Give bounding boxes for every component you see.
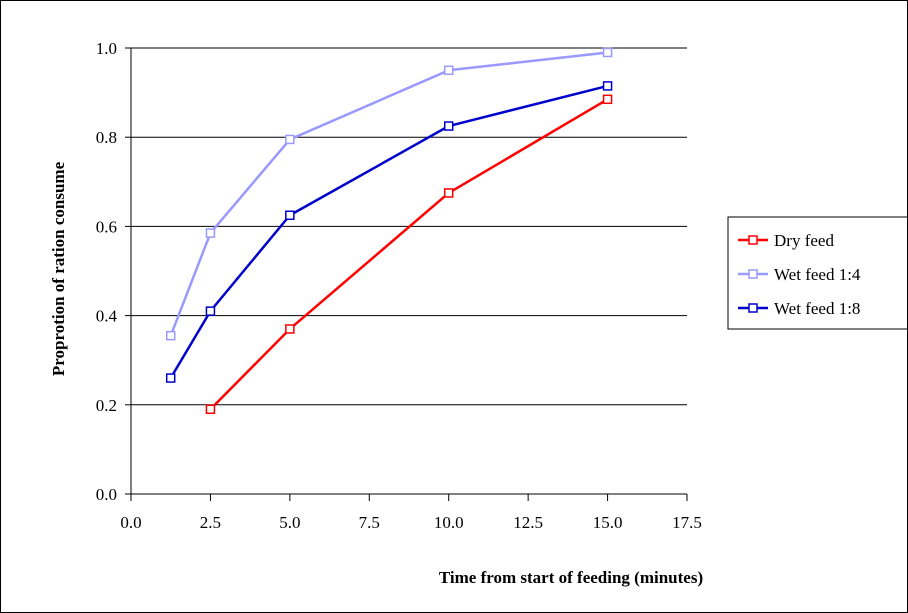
data-point-marker xyxy=(602,81,613,91)
legend-item: Dry feed xyxy=(738,231,834,250)
tick-labels: 0.0 0.2 0.4 0.6 0.8 1.0 0.0 2.5 5.0 7.5 10.0 12.5 15… xyxy=(96,39,702,532)
y-tick-label: 0.0 xyxy=(96,485,117,504)
data-point-marker xyxy=(443,65,454,76)
x-tick-label: 12.5 xyxy=(513,513,543,532)
y-tick-label: 1.0 xyxy=(96,39,117,58)
x-tick-label: 5.0 xyxy=(279,513,300,532)
series-0 xyxy=(205,94,613,415)
series-line xyxy=(169,51,608,337)
data-point-marker xyxy=(165,330,176,341)
data-point-marker xyxy=(285,210,295,220)
series-line xyxy=(209,98,609,411)
data-point-marker xyxy=(205,306,216,316)
x-tick-label: 10.0 xyxy=(434,513,464,532)
y-tick-label: 0.4 xyxy=(96,307,118,326)
legend-marker-swatch xyxy=(748,235,758,245)
legend-marker-swatch xyxy=(748,269,758,279)
data-point-marker xyxy=(205,404,216,415)
data-point-marker xyxy=(285,134,295,145)
data-point-marker xyxy=(205,228,216,238)
series-1 xyxy=(165,47,613,341)
x-axis-title: Time from start of feeding (minutes) xyxy=(439,568,703,587)
legend-label: Wet feed 1:8 xyxy=(774,299,860,318)
series-lines xyxy=(165,47,613,415)
data-point-marker xyxy=(165,373,176,383)
series-2 xyxy=(165,81,613,383)
legend: Dry feed Wet feed 1:4 Wet feed 1:8 xyxy=(727,216,907,330)
legend-label: Dry feed xyxy=(774,231,834,250)
data-point-marker xyxy=(602,47,613,58)
y-tick-label: 0.2 xyxy=(96,396,117,415)
data-point-marker xyxy=(285,324,295,334)
legend-marker-swatch xyxy=(748,303,758,313)
data-point-marker xyxy=(443,188,454,198)
y-tick-label: 0.6 xyxy=(96,217,117,236)
data-point-marker xyxy=(602,94,613,105)
legend-item: Wet feed 1:8 xyxy=(738,299,860,318)
x-tick-label: 17.5 xyxy=(672,513,702,532)
data-point-marker xyxy=(443,121,454,131)
y-axis-title: Proprotion of ration consume xyxy=(49,161,68,376)
x-tick-label: 15.0 xyxy=(593,513,623,532)
series-line xyxy=(169,84,608,379)
y-tick-label: 0.8 xyxy=(96,128,117,147)
x-tick-label: 0.0 xyxy=(120,513,141,532)
legend-label: Wet feed 1:4 xyxy=(774,265,861,284)
x-tick-label: 2.5 xyxy=(200,513,221,532)
legend-item: Wet feed 1:4 xyxy=(738,265,861,284)
axes xyxy=(125,47,688,501)
x-tick-label: 7.5 xyxy=(359,513,380,532)
